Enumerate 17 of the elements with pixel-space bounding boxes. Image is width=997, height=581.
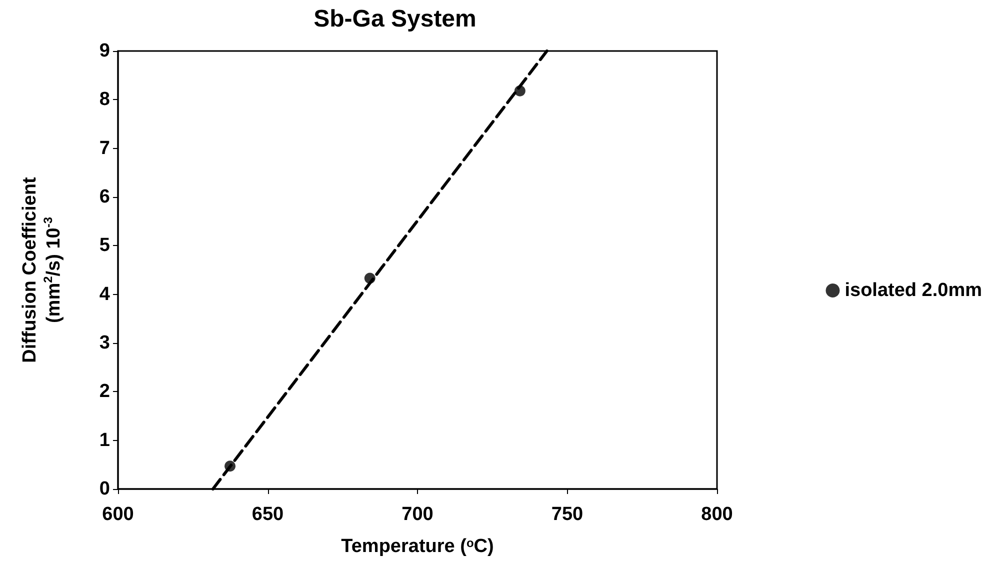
y-tick-label: 5 [99, 235, 110, 256]
y-tick-label: 9 [99, 40, 110, 62]
x-tick-label: 800 [701, 504, 733, 525]
y-tick-label: 1 [99, 430, 110, 451]
y-tick-label: 2 [99, 381, 110, 402]
x-tick-label: 750 [551, 504, 584, 525]
y-tick-label: 4 [99, 284, 110, 305]
chart-title: Sb-Ga System [314, 6, 476, 32]
x-tick-label: 650 [252, 504, 284, 525]
y-tick-label: 3 [99, 332, 110, 354]
legend-label: isolated 2.0mm [844, 280, 982, 301]
y-tick-label: 8 [99, 89, 110, 110]
y-tick-label: 0 [99, 478, 110, 500]
y-tick-label: 6 [99, 186, 110, 208]
x-tick-label: 700 [402, 504, 434, 525]
y-tick-label: 7 [99, 138, 110, 159]
x-tick-label: 600 [102, 504, 134, 525]
